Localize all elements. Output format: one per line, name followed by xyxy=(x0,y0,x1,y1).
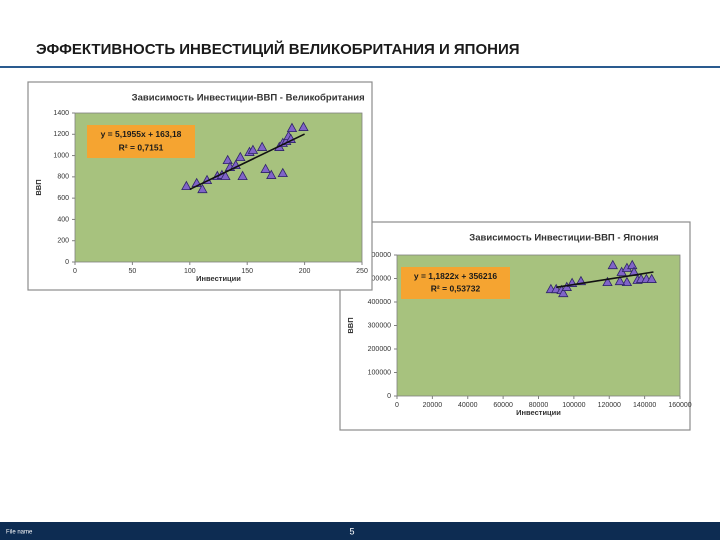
equation-text: y = 5,1955x + 163,18 xyxy=(101,129,182,139)
y-tick-label: 600000 xyxy=(368,252,391,259)
x-tick-label: 250 xyxy=(356,268,368,275)
y-tick-label: 400 xyxy=(57,216,69,223)
data-point xyxy=(285,133,297,143)
x-tick-label: 40000 xyxy=(458,402,478,409)
data-point xyxy=(621,276,633,287)
x-tick-label: 140000 xyxy=(633,402,656,409)
equation-box xyxy=(87,125,195,158)
y-tick-label: 200000 xyxy=(368,346,391,353)
x-tick-label: 50 xyxy=(129,268,137,275)
equation-text: R² = 0,7151 xyxy=(119,142,164,152)
chart: Зависимость Инвестиции-ВВП - Япония 0 1000… xyxy=(339,221,692,431)
footer-file-name: File name xyxy=(6,530,33,536)
x-tick-label: 100000 xyxy=(562,402,585,409)
slide-title: ЭФФЕКТИВНОСТЬ ИНВЕСТИЦИЙ ВЕЛИКОБРИТАНИЯ … xyxy=(36,40,520,58)
equation-text: R² = 0,53732 xyxy=(431,284,481,294)
data-point xyxy=(277,167,288,178)
x-tick-label: 160000 xyxy=(668,402,691,409)
y-axis-label: ВВП xyxy=(346,317,355,333)
data-point xyxy=(237,170,248,181)
y-tick-label: 0 xyxy=(65,259,69,266)
chart-title: Зависимость Инвестиции-ВВП - Великобрита… xyxy=(132,93,365,104)
x-tick-label: 0 xyxy=(73,268,77,275)
x-tick-label: 0 xyxy=(395,402,399,409)
x-tick-label: 200 xyxy=(299,268,311,275)
x-tick-label: 150 xyxy=(241,268,253,275)
y-tick-label: 1200 xyxy=(53,131,69,138)
data-point xyxy=(286,122,298,133)
y-tick-label: 500000 xyxy=(368,275,391,282)
data-point xyxy=(235,151,246,162)
footer-bar xyxy=(0,522,720,540)
x-tick-label: 60000 xyxy=(493,402,513,409)
data-point xyxy=(256,141,268,151)
data-point xyxy=(222,154,233,165)
data-point xyxy=(607,259,618,270)
data-point xyxy=(614,275,626,286)
data-point xyxy=(181,180,192,191)
equation-box xyxy=(401,267,510,299)
x-tick-label: 100 xyxy=(184,268,196,275)
data-point xyxy=(646,273,657,283)
trendline xyxy=(189,133,305,191)
equation-text: y = 1,1822x + 356216 xyxy=(414,271,497,281)
y-tick-label: 400000 xyxy=(368,299,391,306)
y-tick-label: 100000 xyxy=(368,369,391,376)
x-tick-label: 80000 xyxy=(529,402,549,409)
data-point xyxy=(260,163,271,173)
y-axis-label: ВВП xyxy=(34,179,43,195)
x-axis-label: Инвестиции xyxy=(196,274,241,283)
charts: Зависимость Инвестиции-ВВП - Япония01000… xyxy=(27,81,692,431)
x-tick-label: 120000 xyxy=(598,402,621,409)
y-tick-label: 600 xyxy=(57,195,69,202)
y-tick-label: 1000 xyxy=(53,152,69,159)
y-tick-label: 0 xyxy=(387,393,391,400)
data-point xyxy=(602,276,613,287)
trendline xyxy=(556,271,654,289)
y-tick-label: 200 xyxy=(57,238,69,245)
page-number: 5 xyxy=(349,526,354,536)
data-point xyxy=(247,144,259,154)
x-axis-label: Инвестиции xyxy=(516,408,561,417)
data-point xyxy=(220,170,231,181)
y-tick-label: 800 xyxy=(57,174,69,181)
data-point xyxy=(298,121,309,131)
y-tick-label: 300000 xyxy=(368,322,391,329)
x-tick-label: 20000 xyxy=(423,402,443,409)
data-point xyxy=(266,169,277,179)
chart: Зависимость Инвестиции-ВВП - Великобрита… xyxy=(27,81,373,291)
y-tick-label: 1400 xyxy=(53,110,69,117)
data-point xyxy=(197,183,208,194)
data-point xyxy=(627,259,638,270)
data-point xyxy=(558,287,569,298)
chart-title: Зависимость Инвестиции-ВВП - Япония xyxy=(469,233,658,244)
